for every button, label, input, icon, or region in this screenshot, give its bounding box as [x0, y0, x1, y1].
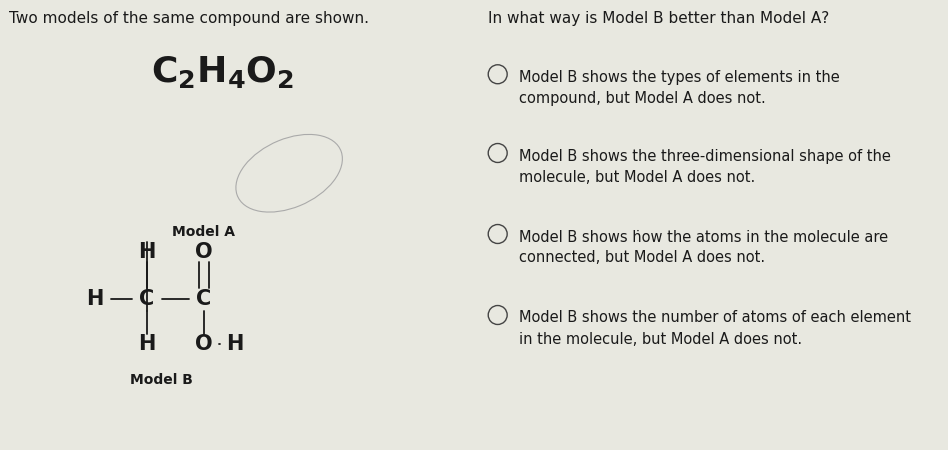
Text: C: C [139, 289, 155, 309]
Text: $\mathbf{C_2H_4O_2}$: $\mathbf{C_2H_4O_2}$ [152, 54, 294, 90]
Text: C: C [196, 289, 211, 309]
Text: Model B: Model B [130, 374, 192, 387]
Text: H: H [86, 289, 103, 309]
Text: H: H [227, 334, 244, 354]
Text: H: H [138, 334, 155, 354]
Text: Model A: Model A [173, 225, 235, 239]
Text: Model B shows the types of elements in the
compound, but Model A does not.: Model B shows the types of elements in t… [519, 70, 839, 106]
Text: Model B shows ḣow the atoms in the molecule are
connected, but Model A does not: Model B shows ḣow the atoms in the mole… [519, 230, 887, 266]
Text: O: O [195, 242, 212, 262]
Text: In what way is Model B better than Model A?: In what way is Model B better than Model… [488, 11, 830, 26]
Text: Model B shows the number of atoms of each element
in the molecule, but Model A d: Model B shows the number of atoms of eac… [519, 310, 911, 346]
Text: Two models of the same compound are shown.: Two models of the same compound are show… [9, 11, 370, 26]
Text: H: H [138, 242, 155, 262]
Text: Model B shows the three-dimensional shape of the
molecule, but Model A does not.: Model B shows the three-dimensional shap… [519, 148, 890, 184]
Text: O: O [195, 334, 212, 354]
